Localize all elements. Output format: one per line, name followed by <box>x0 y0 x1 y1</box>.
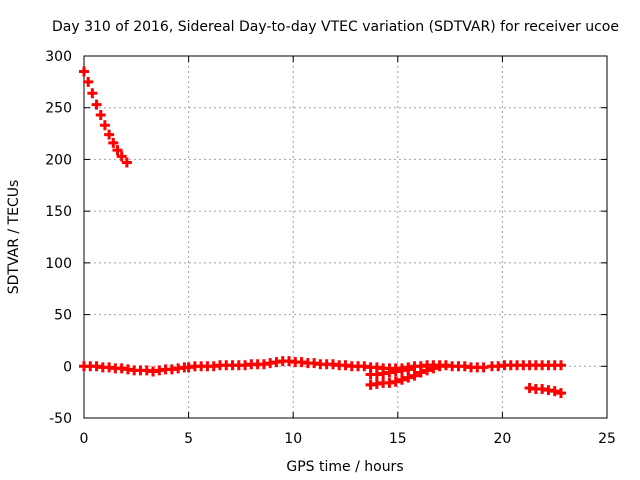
data-point <box>104 129 115 140</box>
y-tick-label: 0 <box>63 359 72 375</box>
data-point <box>478 362 489 373</box>
data-point <box>91 99 102 110</box>
x-tick-label: 10 <box>284 431 302 447</box>
data-point <box>83 76 94 87</box>
x-axis-label: GPS time / hours <box>286 459 403 475</box>
x-tick-label: 5 <box>184 431 193 447</box>
y-tick-label: 50 <box>54 308 72 324</box>
data-point <box>87 88 98 99</box>
data-point <box>79 66 89 77</box>
x-tick-label: 25 <box>598 431 616 447</box>
data-point <box>396 374 407 385</box>
data-point <box>95 109 106 120</box>
y-tick-labels: -50 0 50 100 150 200 250 300 <box>45 49 72 427</box>
data-point <box>422 365 433 376</box>
data-point <box>409 370 420 381</box>
data-point <box>121 157 132 168</box>
x-tick-label: 20 <box>493 431 511 447</box>
data-point <box>108 137 119 148</box>
x-tick-label: 0 <box>80 431 89 447</box>
data-point <box>116 151 127 162</box>
data-point <box>403 372 414 383</box>
x-tick-label: 15 <box>389 431 407 447</box>
y-tick-label: 250 <box>45 101 72 117</box>
data-point <box>555 360 566 371</box>
y-tick-label: 200 <box>45 152 72 168</box>
data-point <box>99 120 110 131</box>
data-point <box>549 386 560 397</box>
y-tick-label: -50 <box>49 411 72 427</box>
y-tick-label: 150 <box>45 204 72 220</box>
data-point <box>434 361 445 372</box>
y-tick-label: 300 <box>45 49 72 65</box>
y-tick-label: 100 <box>45 256 72 272</box>
plot-frame <box>83 55 608 419</box>
data-point <box>390 376 401 387</box>
data-point <box>428 363 439 374</box>
y-axis-label: SDTVAR / TECUs <box>6 180 22 295</box>
data-points <box>79 66 566 399</box>
data-point <box>555 388 566 399</box>
chart-title: Day 310 of 2016, Sidereal Day-to-day VTE… <box>52 19 619 35</box>
data-point <box>415 367 426 378</box>
data-point <box>112 145 123 156</box>
x-tick-labels: 0 5 10 15 20 25 <box>80 431 616 447</box>
axis-ticks <box>83 55 608 419</box>
